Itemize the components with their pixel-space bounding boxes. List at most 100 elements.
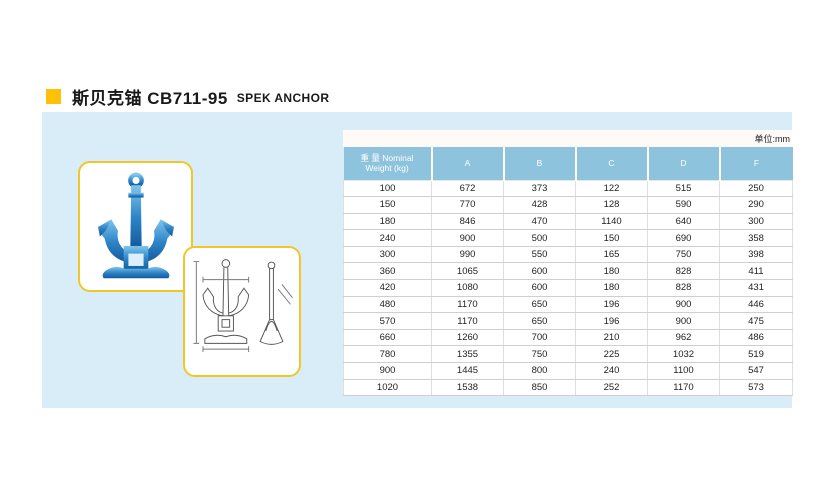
value-cell: 547 [719, 362, 793, 380]
value-cell: 828 [647, 262, 720, 281]
weight-cell: 1020 [343, 379, 432, 397]
value-cell: 650 [503, 296, 576, 314]
table-row: 780 1355 750 225 1032 519 [343, 345, 793, 364]
value-cell: 165 [575, 246, 648, 264]
value-cell: 672 [431, 179, 504, 198]
weight-cell: 480 [343, 296, 432, 314]
weight-cell: 360 [343, 262, 432, 281]
spec-table: 重 量 Nominal Weight (kg) A B C D F 100 672… [343, 147, 793, 397]
weight-cell: 100 [343, 179, 432, 198]
table-row: 240 900 500 150 690 358 [343, 229, 793, 247]
value-cell: 122 [575, 179, 648, 198]
value-cell: 1170 [431, 296, 504, 314]
value-cell: 700 [503, 329, 576, 347]
table-row: 900 1445 800 240 1100 547 [343, 362, 793, 380]
value-cell: 475 [719, 312, 793, 330]
header-col-b: B [503, 147, 577, 180]
value-cell: 250 [719, 179, 793, 198]
anchor-drawing-figure [183, 246, 301, 377]
weight-cell: 660 [343, 329, 432, 347]
value-cell: 470 [503, 213, 576, 231]
value-cell: 398 [719, 246, 793, 264]
value-cell: 446 [719, 296, 793, 314]
value-cell: 573 [719, 379, 793, 397]
value-cell: 431 [719, 279, 793, 297]
value-cell: 373 [503, 179, 576, 198]
value-cell: 770 [431, 196, 504, 214]
value-cell: 600 [503, 279, 576, 297]
weight-cell: 150 [343, 196, 432, 214]
value-cell: 1065 [431, 262, 504, 281]
value-cell: 1170 [431, 312, 504, 330]
table-row: 150 770 428 128 590 290 [343, 196, 793, 214]
page-title-text: 斯贝克锚 CB711-95 [72, 89, 228, 108]
value-cell: 252 [575, 379, 648, 397]
value-cell: 640 [647, 213, 720, 231]
title-bullet-icon [46, 89, 61, 104]
value-cell: 180 [575, 279, 648, 297]
value-cell: 1538 [431, 379, 504, 397]
value-cell: 1170 [647, 379, 720, 397]
table-row: 360 1065 600 180 828 411 [343, 262, 793, 281]
value-cell: 519 [719, 345, 793, 364]
header-weight-line1: 重 量 Nominal [360, 152, 414, 163]
header-col-f: F [719, 147, 793, 180]
value-cell: 650 [503, 312, 576, 330]
value-cell: 180 [575, 262, 648, 281]
unit-strip: 单位:mm [343, 130, 792, 147]
value-cell: 240 [575, 362, 648, 380]
value-cell: 900 [647, 296, 720, 314]
table-row: 420 1080 600 180 828 431 [343, 279, 793, 297]
table-row: 660 1260 700 210 962 486 [343, 329, 793, 347]
value-cell: 1260 [431, 329, 504, 347]
value-cell: 846 [431, 213, 504, 231]
weight-cell: 900 [343, 362, 432, 380]
value-cell: 515 [647, 179, 720, 198]
value-cell: 1032 [647, 345, 720, 364]
table-row: 480 1170 650 196 900 446 [343, 296, 793, 314]
value-cell: 1140 [575, 213, 648, 231]
value-cell: 196 [575, 296, 648, 314]
weight-cell: 420 [343, 279, 432, 297]
table-row: 1020 1538 850 252 1170 573 [343, 379, 793, 397]
spek-anchor-drawing-icon [193, 258, 293, 352]
value-cell: 828 [647, 279, 720, 297]
value-cell: 486 [719, 329, 793, 347]
header-col-d: D [647, 147, 721, 180]
value-cell: 225 [575, 345, 648, 364]
table-body: 100 672 373 122 515 250 150 770 428 128 590 290 180 8… [343, 179, 793, 397]
value-cell: 196 [575, 312, 648, 330]
value-cell: 358 [719, 229, 793, 247]
spek-anchor-photo-icon [97, 172, 174, 278]
value-cell: 990 [431, 246, 504, 264]
value-cell: 600 [503, 262, 576, 281]
page-title-english: SPEK ANCHOR [236, 91, 330, 105]
value-cell: 590 [647, 196, 720, 214]
weight-cell: 300 [343, 246, 432, 264]
table-row: 570 1170 650 196 900 475 [343, 312, 793, 330]
table-row: 300 990 550 165 750 398 [343, 246, 793, 264]
value-cell: 210 [575, 329, 648, 347]
value-cell: 1355 [431, 345, 504, 364]
table-row: 180 846 470 1140 640 300 [343, 213, 793, 231]
table-row: 100 672 373 122 515 250 [343, 179, 793, 198]
value-cell: 962 [647, 329, 720, 347]
weight-cell: 570 [343, 312, 432, 330]
value-cell: 1100 [647, 362, 720, 380]
value-cell: 290 [719, 196, 793, 214]
value-cell: 850 [503, 379, 576, 397]
header-weight: 重 量 Nominal Weight (kg) [343, 147, 433, 180]
table-header-row: 重 量 Nominal Weight (kg) A B C D F [343, 147, 793, 180]
page-title: 斯贝克锚 CB711-95 SPEK ANCHOR [46, 84, 329, 109]
value-cell: 690 [647, 229, 720, 247]
weight-cell: 240 [343, 229, 432, 247]
value-cell: 800 [503, 362, 576, 380]
value-cell: 428 [503, 196, 576, 214]
header-col-a: A [431, 147, 505, 180]
value-cell: 500 [503, 229, 576, 247]
value-cell: 900 [431, 229, 504, 247]
header-col-c: C [575, 147, 649, 180]
weight-cell: 180 [343, 213, 432, 231]
value-cell: 550 [503, 246, 576, 264]
